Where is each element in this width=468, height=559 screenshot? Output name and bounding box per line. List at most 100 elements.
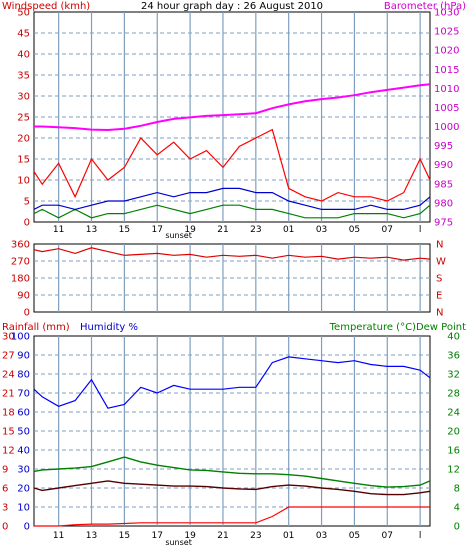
temp-ytick-0: 0 [454,522,460,533]
hum-tick-label-03-8: 03 [316,531,327,541]
wind-tick-label-07-10: 07 [382,225,393,235]
barometer-line [34,83,431,132]
hum-tick-label-15-2: 15 [119,531,130,541]
temp-ytick-8: 8 [454,484,460,495]
humidity-ytick-80: 80 [17,370,30,381]
temp-ytick-4: 4 [454,503,460,514]
temp-ytick-16: 16 [447,446,460,457]
dir-ytick-180: 180 [11,274,30,285]
hum-tick-label-l-11: l [419,531,422,541]
humidity-ytick-20: 20 [17,484,30,495]
windspeed-axis-label: Windspeed (kmh) [2,1,90,12]
baro-ytick-1030: 1030 [434,8,459,19]
hum-tick-label-05-9: 05 [349,531,360,541]
temperature-line [33,456,431,488]
baro-ytick-985: 985 [434,179,453,190]
rain-ytick-21: 21 [2,389,15,400]
hum-tick-label-11-0: 11 [53,531,64,541]
wind-ytick-10: 10 [17,176,30,187]
wind-tick-label-23-6: 23 [250,225,261,235]
rain-ytick-3: 3 [2,503,8,514]
baro-ytick-990: 990 [434,160,453,171]
rain-ytick-24: 24 [2,370,15,381]
wind-tick-label-19-4: 19 [184,225,196,235]
hum-tick-label-21-5: 21 [217,531,228,541]
baro-ytick-1000: 1000 [434,122,459,133]
wind-green-line [33,204,431,219]
sunset-label-bottom: sunset [165,538,192,547]
compass-label-1: W [436,257,446,268]
temp-ytick-20: 20 [447,427,460,438]
rain-ytick-15: 15 [2,427,15,438]
windspeed-line [33,128,431,202]
dir-ytick-0: 0 [24,308,30,319]
hum-tick-label-19-4: 19 [184,531,196,541]
wind-ytick-30: 30 [17,92,30,103]
baro-ytick-1020: 1020 [434,46,459,57]
compass-label-3: E [436,291,442,302]
dewpoint-line [33,480,431,496]
wind-tick-label-21-5: 21 [217,225,228,235]
wind-tick-label-13-1: 13 [86,225,97,235]
wind-tick-label-01-7: 01 [283,225,294,235]
humidity-ytick-100: 100 [11,332,30,343]
dir-ytick-270: 270 [11,257,30,268]
hum-tick-label-13-1: 13 [86,531,97,541]
wind-tick-label-03-8: 03 [316,225,327,235]
wind-ytick-20: 20 [17,134,30,145]
temp-ytick-24: 24 [447,408,460,419]
wind-ytick-45: 45 [17,29,30,40]
rainfall-axis-label: Rainfall (mm) [2,322,70,333]
wind-tick-label-15-2: 15 [119,225,130,235]
humidity-ytick-0: 0 [24,522,30,533]
wind-ytick-15: 15 [17,155,30,166]
rain-ytick-30: 30 [2,332,15,343]
wind-ytick-25: 25 [17,113,30,124]
rain-ytick-9: 9 [2,465,8,476]
baro-ytick-1010: 1010 [434,84,459,95]
dir-ytick-360: 360 [11,240,30,251]
wind-tick-label-17-3: 17 [152,225,163,235]
graph-title: 24 hour graph day : 26 August 2010 [141,1,323,12]
baro-ytick-1015: 1015 [434,65,459,76]
hum-tick-label-07-10: 07 [382,531,393,541]
sunset-label-top: sunset [165,231,192,240]
rain-ytick-18: 18 [2,408,15,419]
temp-ytick-40: 40 [447,332,460,343]
humidity-ytick-10: 10 [17,503,30,514]
baro-ytick-995: 995 [434,141,453,152]
rain-ytick-27: 27 [2,351,15,362]
temp-ytick-36: 36 [447,351,460,362]
baro-ytick-1005: 1005 [434,103,459,114]
rain-ytick-0: 0 [2,522,8,533]
humidity-ytick-70: 70 [17,389,30,400]
temperature-axis-label: Temperature (°C)Dew Point [329,322,466,333]
humidity-ytick-40: 40 [17,446,30,457]
rainfall-line [34,506,430,527]
temp-ytick-12: 12 [447,465,460,476]
wind-ytick-50: 50 [17,8,30,19]
compass-label-4: N [436,308,443,319]
wind-tick-label-11-0: 11 [53,225,64,235]
temp-ytick-32: 32 [447,370,460,381]
barometer-axis-label: Barometer (hPa) [384,1,466,12]
humidity-ytick-90: 90 [17,351,30,362]
humidity-ytick-60: 60 [17,408,30,419]
wind-ytick-0: 0 [24,218,30,229]
hum-tick-label-01-7: 01 [283,531,294,541]
temp-ytick-28: 28 [447,389,460,400]
wind-ytick-40: 40 [17,50,30,61]
baro-ytick-1025: 1025 [434,27,459,38]
humidity-ytick-30: 30 [17,465,30,476]
hum-tick-label-17-3: 17 [152,531,163,541]
rain-ytick-12: 12 [2,446,15,457]
dir-ytick-90: 90 [17,291,30,302]
humidity-line [33,356,431,409]
humidity-axis-label: Humidity % [80,322,138,333]
compass-label-2: S [436,274,442,285]
wind-direction-line [33,247,431,261]
hum-tick-label-23-6: 23 [250,531,261,541]
wind-tick-label-l-11: l [419,225,422,235]
